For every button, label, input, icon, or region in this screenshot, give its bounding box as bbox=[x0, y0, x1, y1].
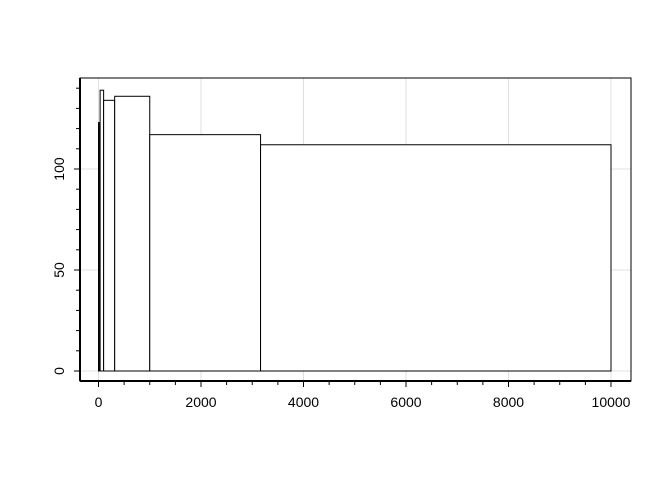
histogram-bar bbox=[260, 144, 612, 372]
bars bbox=[98, 89, 612, 372]
x-tick-label: 8000 bbox=[493, 394, 524, 410]
histogram-bar bbox=[114, 95, 151, 372]
x-tick-label: 10000 bbox=[592, 394, 631, 410]
x-tick-label: 2000 bbox=[185, 394, 216, 410]
x-tick-label: 0 bbox=[95, 394, 103, 410]
histogram-bar bbox=[149, 134, 262, 372]
x-tick-label: 6000 bbox=[390, 394, 421, 410]
axes: 0 2000 4000 6000 8000 10000 0 50 100 bbox=[51, 77, 632, 410]
y-tick-label: 100 bbox=[51, 157, 67, 181]
y-tick-label: 0 bbox=[51, 367, 67, 375]
histogram-bar bbox=[103, 99, 116, 372]
y-tick-label: 50 bbox=[51, 262, 67, 278]
x-tick-label: 4000 bbox=[288, 394, 319, 410]
histogram-bar bbox=[99, 89, 105, 372]
